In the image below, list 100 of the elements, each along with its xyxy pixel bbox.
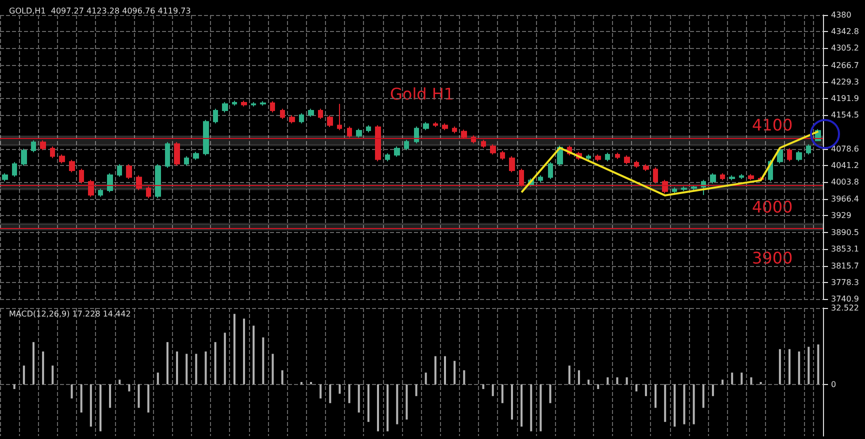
bar [32,342,34,384]
candlestick [241,100,247,108]
candlestick [126,164,132,180]
candlestick [586,154,591,160]
candlestick [79,168,84,184]
y-tick-label: 4191.9 [831,94,859,104]
candlestick [270,100,275,113]
bar [588,380,590,384]
candlestick [691,184,697,191]
bar [156,372,159,384]
bar [320,384,322,398]
bar [683,384,686,424]
chart-title: MACD(12,26,9) 17.228 14.442 [9,310,131,318]
candlestick [385,152,390,162]
y-tick-label: 3740.9 [831,294,859,304]
y-tick-label: 3815.7 [831,261,859,270]
bar [654,384,657,408]
bar [712,384,714,396]
candlestick [605,152,610,162]
candlestick [59,154,65,164]
bar [520,384,523,427]
bar [482,384,484,390]
y-tick-label: 4003.8 [831,178,859,187]
candlestick [347,126,352,138]
bar [70,384,73,398]
candlestick [98,188,103,198]
candlestick [615,152,620,160]
bar [406,384,408,420]
candlestick [404,139,409,151]
bar [415,384,418,396]
bar [808,346,810,384]
y-tick-label: 4380 [831,10,852,20]
bar [692,384,695,424]
bar [22,366,25,384]
bar [147,384,150,413]
y-tick-label: 3890.5 [831,228,859,238]
bar [367,384,370,422]
candlestick [624,154,630,165]
bar [396,384,398,424]
candlestick [366,124,371,133]
candlestick [681,186,687,192]
candlestick [356,128,362,138]
bar [233,314,236,384]
bar [463,370,466,384]
bar [626,377,628,384]
bar [674,384,676,427]
bar [138,384,140,408]
bar [195,354,198,384]
candlestick [2,172,8,182]
bar [606,377,609,384]
y-tick-label: 4041.2 [831,161,859,170]
candlestick [519,168,524,188]
candlestick [193,151,199,160]
bar [128,384,130,392]
candlestick [260,100,266,106]
candlestick [136,174,142,191]
candlestick [308,108,314,118]
bar [778,349,781,384]
candlestick [155,164,161,199]
y-tick-label: 4078.6 [831,144,859,154]
candlestick [423,122,429,131]
bar [109,384,112,408]
candlestick [184,156,189,166]
candlestick [806,144,811,156]
candlestick [280,108,285,120]
bar [549,384,552,404]
candlestick [289,114,295,124]
bar [118,380,121,384]
bar [243,318,246,384]
candlestick [327,114,333,128]
y-tick-label: 3929 [831,210,852,220]
candlestick [748,174,754,181]
y-tick-label: 0 [831,380,836,389]
bar [597,384,600,390]
bar [731,372,734,384]
bar [740,372,743,384]
bar [788,349,791,384]
bar [386,384,389,432]
bar [262,337,264,384]
bar [272,354,274,384]
bar [329,384,332,404]
bar [664,384,666,422]
bar [702,384,704,408]
bar [817,344,820,384]
bar [434,356,436,384]
candlestick [548,162,553,180]
candlestick [777,148,783,164]
bar [530,384,532,432]
candlestick [299,112,304,124]
bar [166,342,168,384]
bar [186,354,188,384]
bar [798,351,800,384]
candlestick [232,100,237,106]
candlestick [40,140,46,151]
candlestick [461,129,467,140]
bar [13,384,16,390]
bar [358,384,360,413]
candlestick [509,156,515,173]
chart-title: GOLD,H1 4097.27 4123.28 4096.76 4119.73 [9,6,191,16]
bar [99,384,102,432]
